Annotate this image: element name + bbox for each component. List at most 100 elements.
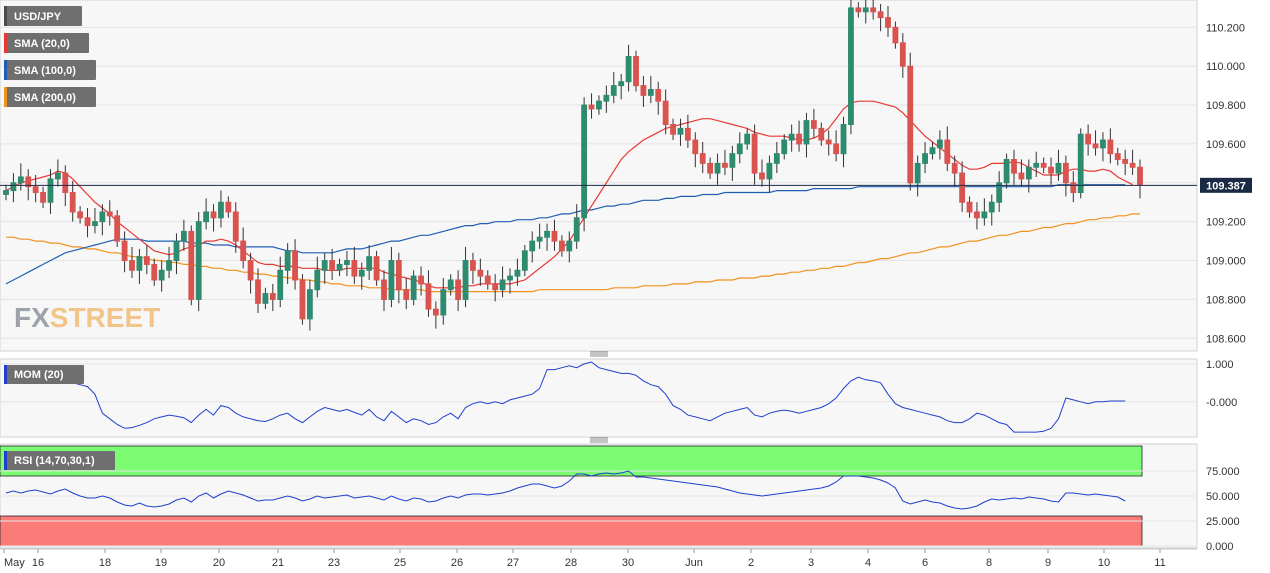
candle-body: [188, 230, 195, 300]
candle-body: [1003, 158, 1010, 184]
candle-body: [714, 162, 721, 174]
candle-body: [529, 240, 536, 252]
candle-body: [99, 211, 106, 223]
candle-body: [180, 230, 187, 242]
candle-body: [151, 263, 158, 281]
candle-body: [840, 123, 847, 155]
legend-item-sma200[interactable]: SMA (200,0): [4, 87, 96, 107]
time-axis: May 16 18 19 20 21 23 25 26 27 28 30 Jun 2 3 4 6 8 9 10 11: [0, 548, 1197, 569]
candle-body: [395, 260, 402, 291]
price-tick-label: 108.600: [1206, 333, 1246, 345]
time-tick-label: 27: [507, 557, 519, 569]
candle-body: [195, 221, 202, 300]
candle-body: [966, 201, 973, 213]
time-tick-label: 30: [622, 557, 634, 569]
candle-body: [225, 201, 232, 213]
candle-body: [432, 308, 439, 316]
candle-body: [633, 55, 639, 87]
legend-swatch-usdjpy: [4, 6, 7, 26]
candle-body: [521, 250, 528, 271]
candle-body: [158, 269, 165, 281]
time-tick-label: 25: [394, 557, 406, 569]
time-tick-label: 28: [565, 557, 577, 569]
candle-body: [1092, 143, 1099, 149]
candle-body: [862, 7, 869, 13]
time-tick-label: 3: [808, 557, 814, 569]
legend-swatch-sma20: [4, 33, 7, 53]
legend-item-sma20[interactable]: SMA (20,0): [4, 33, 89, 53]
candle-body: [870, 7, 877, 13]
time-tick-label: 16: [32, 557, 44, 569]
candle-body: [818, 127, 825, 141]
momentum-tick-label: -0.000: [1206, 397, 1237, 409]
candle-body: [566, 240, 573, 252]
candle-body: [470, 260, 476, 271]
panel-resize-handle-1[interactable]: [590, 351, 608, 357]
candle-body: [1040, 162, 1047, 168]
legend-item-usdjpy[interactable]: USD/JPY: [4, 6, 82, 26]
candle-body: [292, 250, 298, 281]
momentum-axis-ticks: 1.000 -0.000: [1206, 359, 1237, 409]
time-tick-label: 20: [213, 557, 225, 569]
candlesticks: [3, 0, 1143, 331]
candle-body: [366, 256, 373, 271]
candle-body: [269, 293, 276, 300]
candle-body: [707, 162, 714, 174]
candle-body: [877, 11, 884, 19]
legend-item-sma20-bg: [4, 33, 89, 53]
candle-body: [299, 279, 306, 320]
rsi-tick-label: 50.000: [1206, 491, 1240, 503]
candle-body: [314, 269, 321, 291]
candle-body: [1018, 172, 1025, 180]
legend-label-mom: MOM (20): [14, 369, 64, 381]
price-tick-label: 110.200: [1206, 22, 1245, 34]
candle-body: [136, 256, 143, 271]
price-tick-label: 110.000: [1206, 61, 1245, 73]
legend-item-sma100[interactable]: SMA (100,0): [4, 60, 96, 80]
panel-resize-handle-2[interactable]: [590, 437, 608, 443]
candle-body: [610, 85, 617, 96]
candle-body: [751, 133, 758, 174]
momentum-line: [5, 361, 1126, 433]
candle-body: [1122, 158, 1129, 164]
time-tick-label: 9: [1045, 557, 1051, 569]
candle-body: [284, 250, 291, 271]
candle-body: [1033, 162, 1040, 168]
candle-body: [218, 201, 224, 219]
candle-body: [77, 211, 84, 219]
momentum-panel-background: [0, 358, 1198, 438]
candle-body: [477, 269, 484, 277]
candle-body: [373, 256, 380, 281]
candle-body: [699, 153, 706, 164]
price-tick-label: 109.200: [1206, 217, 1246, 229]
time-tick-label: 19: [155, 557, 167, 569]
candle-body: [558, 240, 565, 252]
candle-body: [410, 275, 417, 300]
candle-body: [1107, 139, 1114, 155]
candle-body: [544, 230, 550, 238]
rsi-tick-label: 25.000: [1206, 516, 1240, 528]
current-price-badge: 109.387: [1200, 177, 1252, 193]
legend-item-rsi[interactable]: RSI (14,70,30,1): [4, 451, 115, 470]
candle-body: [907, 65, 914, 184]
legend-item-mom[interactable]: MOM (20): [4, 365, 84, 384]
rsi-line: [5, 470, 1126, 510]
candle-body: [232, 211, 239, 242]
candle-body: [936, 139, 943, 149]
price-tick-label: 109.000: [1206, 256, 1246, 268]
legend-label-rsi: RSI (14,70,30,1): [14, 455, 95, 467]
candle-body: [988, 201, 995, 213]
legend-swatch-sma200: [4, 87, 7, 107]
candle-body: [351, 260, 358, 277]
candle-body: [959, 172, 966, 203]
legend-item-usdjpy-bg: [4, 6, 82, 26]
candle-body: [729, 153, 736, 168]
candle-body: [344, 260, 350, 265]
candle-body: [1011, 158, 1017, 174]
legend-swatch-mom: [4, 365, 7, 384]
time-tick-label: 8: [986, 557, 992, 569]
candle-body: [329, 260, 336, 271]
legend-label-usdjpy: USD/JPY: [14, 11, 62, 23]
momentum-panel: 1.000 -0.000 MOM (20): [0, 358, 1237, 438]
candle-body: [462, 260, 469, 300]
